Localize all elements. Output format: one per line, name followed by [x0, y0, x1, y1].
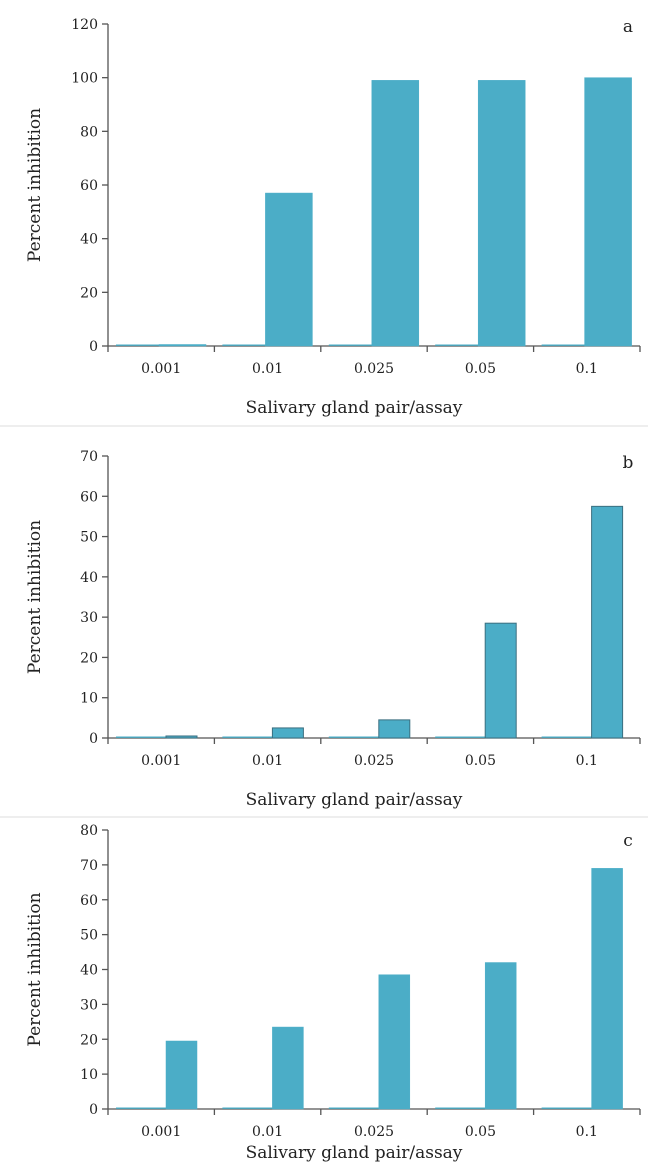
x-tick-label: 0.1	[576, 361, 598, 377]
bar-0.1	[584, 77, 632, 347]
x-tick-label: 0.05	[465, 1124, 496, 1140]
y-tick-label: 0	[89, 339, 98, 355]
y-axis-title: Percent inhibition	[25, 892, 45, 1046]
bar-0.01	[265, 192, 313, 347]
bar-0.001	[158, 344, 207, 347]
y-tick-label: 60	[80, 893, 98, 909]
chart-panel-b: 0 10 20 30 40 50 60 70 0.001 0.01 0.025 0.05 0.1 Sali…	[25, 449, 641, 810]
bar-0.001	[165, 1040, 198, 1110]
x-tick-label: 0.025	[354, 753, 394, 769]
y-tick-label: 100	[71, 71, 98, 87]
chart-panel-a: 0 20 40 60 80 100 120 0.001 0.01 0.025 0.05 0.1 Sali…	[25, 17, 641, 418]
y-tick-label: 50	[80, 928, 98, 944]
bar-0.1	[591, 505, 624, 739]
y-tick-label: 50	[80, 530, 98, 546]
y-tick-label: 20	[80, 285, 98, 301]
y-tick-label: 70	[80, 449, 98, 465]
x-tick-label: 0.1	[576, 753, 598, 769]
chart-panel-c: 0 10 20 30 40 50 60 70 80 0.001 0.01 0.025 0.05 0.1 Sa…	[25, 823, 641, 1163]
y-tick-label: 0	[89, 731, 98, 747]
y-tick-label: 30	[80, 610, 98, 626]
y-tick-label: 0	[89, 1102, 98, 1118]
bar-0.05	[484, 962, 517, 1110]
x-tick-label: 0.05	[465, 753, 496, 769]
bar-0.01	[272, 1026, 304, 1110]
bar-0.025	[371, 80, 420, 347]
x-tick-label: 0.001	[141, 1124, 181, 1140]
x-axis-title: Salivary gland pair/assay	[246, 1143, 463, 1163]
bar-0.1	[591, 868, 623, 1110]
bar-0.025	[378, 974, 411, 1110]
y-axis-title: Percent inhibition	[25, 108, 45, 262]
y-tick-label: 60	[80, 178, 98, 194]
x-axis-title: Salivary gland pair/assay	[246, 790, 463, 810]
y-axis-title: Percent inhibition	[25, 520, 45, 674]
bar-0.05	[484, 622, 517, 739]
x-tick-label: 0.001	[141, 753, 181, 769]
y-tick-label: 70	[80, 858, 98, 874]
y-tick-label: 40	[80, 570, 98, 586]
y-tick-label: 80	[80, 124, 98, 140]
y-tick-label: 20	[80, 650, 98, 666]
x-tick-label: 0.01	[252, 1124, 283, 1140]
y-tick-label: 20	[80, 1032, 98, 1048]
panel-letter: a	[623, 17, 633, 37]
bar-0.05	[477, 80, 526, 347]
x-axis-title: Salivary gland pair/assay	[246, 398, 463, 418]
y-tick-label: 120	[71, 17, 98, 33]
x-tick-label: 0.001	[141, 361, 181, 377]
y-tick-label: 10	[80, 691, 98, 707]
bar-0.01	[271, 727, 304, 739]
panel-letter: b	[623, 453, 634, 473]
panel-letter: c	[623, 831, 633, 851]
y-tick-label: 30	[80, 997, 98, 1013]
y-tick-label: 80	[80, 823, 98, 839]
y-tick-label: 60	[80, 489, 98, 505]
x-tick-label: 0.025	[354, 1124, 394, 1140]
y-tick-label: 10	[80, 1067, 98, 1083]
x-tick-label: 0.01	[252, 361, 283, 377]
y-tick-label: 40	[80, 232, 98, 248]
bar-0.001	[165, 735, 198, 739]
y-tick-label: 40	[80, 963, 98, 979]
x-tick-label: 0.05	[465, 361, 496, 377]
x-tick-label: 0.025	[354, 361, 394, 377]
x-tick-label: 0.01	[252, 753, 283, 769]
bar-0.025	[378, 719, 411, 739]
x-tick-label: 0.1	[576, 1124, 598, 1140]
